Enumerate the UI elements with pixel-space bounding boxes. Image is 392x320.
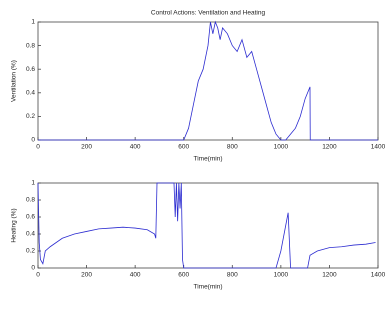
y-tick-label: 0 [31, 265, 35, 272]
y-tick-label: 0.8 [26, 197, 35, 204]
x-tick-label: 1000 [274, 272, 289, 279]
x-tick-label: 400 [130, 272, 141, 279]
y-tick-label: 0.6 [26, 66, 35, 73]
chart-title: Control Actions: Ventilation and Heating [151, 10, 266, 17]
x-tick-label: 600 [178, 144, 189, 151]
axes-box [37, 21, 379, 141]
y-axis-label: Ventilation (%) [11, 60, 18, 102]
x-tick-label: 1400 [371, 272, 386, 279]
y-tick-label: 0.6 [26, 214, 35, 221]
data-line [37, 182, 376, 269]
x-tick-label: 800 [227, 144, 238, 151]
y-tick-label: 0 [31, 137, 35, 144]
y-tick-label: 0.2 [26, 113, 35, 120]
x-axis-label: Time(min) [193, 156, 222, 163]
x-tick-label: 1200 [322, 272, 337, 279]
y-tick-label: 0.8 [26, 42, 35, 49]
x-tick-label: 600 [178, 272, 189, 279]
x-tick-label: 200 [81, 272, 92, 279]
data-line [38, 20, 378, 141]
y-tick-label: 1 [31, 19, 35, 26]
y-tick-label: 0.2 [26, 248, 35, 255]
x-tick-label: 800 [227, 272, 238, 279]
y-tick-label: 1 [31, 180, 35, 187]
x-tick-label: 0 [36, 144, 40, 151]
x-axis-label: Time(min) [193, 284, 222, 291]
y-axis-label: Heating (%) [11, 208, 18, 242]
x-tick-label: 1200 [322, 144, 337, 151]
x-tick-label: 1000 [274, 144, 289, 151]
y-tick-label: 0.4 [26, 231, 35, 238]
x-tick-label: 400 [130, 144, 141, 151]
y-tick-label: 0.4 [26, 90, 35, 97]
axes-box [37, 182, 379, 269]
x-tick-label: 1400 [371, 144, 386, 151]
x-tick-label: 200 [81, 144, 92, 151]
x-tick-label: 0 [36, 272, 40, 279]
